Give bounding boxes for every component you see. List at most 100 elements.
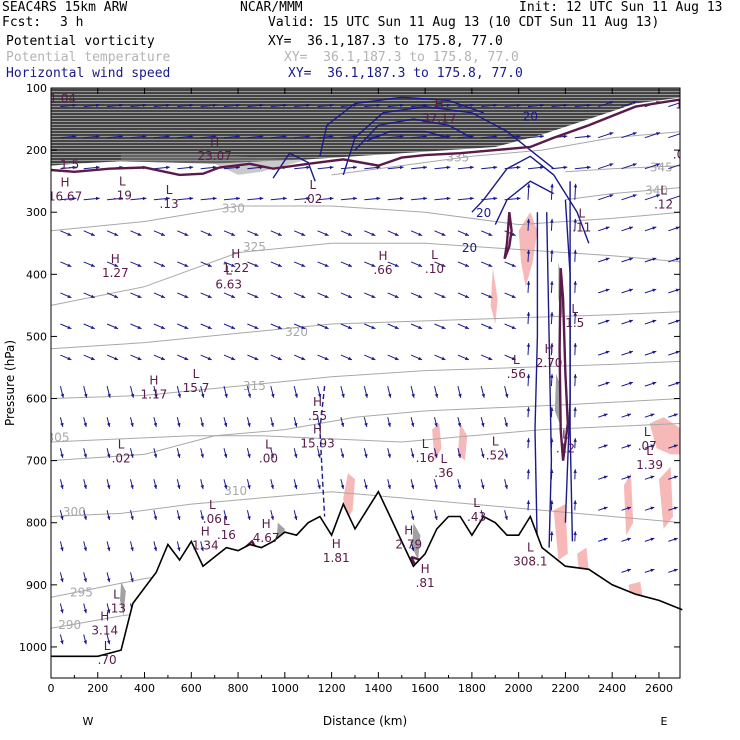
wind-arrowhead	[160, 356, 165, 360]
wind-arrowhead	[294, 422, 298, 427]
wind-arrowhead	[609, 101, 614, 105]
wind-arrowhead	[130, 454, 134, 458]
x-tick-label: 400	[134, 682, 155, 695]
wind-arrowhead	[434, 454, 438, 458]
wind-arrowhead	[353, 196, 357, 201]
wind-arrowhead	[95, 196, 100, 201]
wind-arrowhead	[526, 374, 531, 378]
wind-arrowhead	[177, 485, 181, 489]
wind-arrowhead	[411, 393, 415, 398]
wind-arrowhead	[573, 312, 577, 316]
wind-arrowhead	[464, 294, 469, 298]
fcst-label: Fcst:	[2, 15, 42, 30]
pv-extremum-value: 1.27	[102, 266, 129, 280]
wind-arrowhead	[411, 454, 415, 458]
wind-arrowhead	[184, 356, 189, 360]
pv-extremum-value: 1.5	[565, 316, 584, 330]
wind-arrowhead	[177, 516, 181, 520]
y-tick-label: 500	[26, 330, 47, 343]
wind-arrowhead	[324, 263, 329, 267]
wind-arrowhead	[114, 263, 119, 267]
wind-arrowhead	[656, 132, 661, 136]
wind-arrowhead	[247, 516, 251, 520]
wind-arrowhead	[231, 263, 236, 267]
wind-arrowhead	[153, 422, 158, 427]
wind-arrowhead	[201, 393, 205, 398]
wind-arrowhead	[675, 350, 680, 354]
wind-arrowhead	[464, 263, 469, 267]
wind-arrowhead	[511, 356, 516, 360]
wind-arrowhead	[457, 422, 462, 427]
wind-arrowhead	[153, 547, 158, 552]
wind-arrowhead	[107, 516, 111, 520]
wind-arrowhead	[95, 134, 100, 139]
wind-arrowhead	[207, 356, 212, 360]
wind-arrowhead	[481, 454, 485, 458]
wind-arrowhead	[236, 134, 240, 139]
wind-arrowhead	[650, 506, 655, 510]
pv-extremum-type: L	[440, 452, 447, 466]
wind-arrowhead	[376, 196, 381, 201]
wind-arrowhead	[603, 413, 608, 417]
wind-arrowhead	[470, 196, 474, 201]
wind-arrowhead	[511, 263, 516, 267]
wind-arrowhead	[72, 103, 77, 108]
init-label: Init: 12 UTC Sun 11 Aug 13	[519, 0, 723, 15]
x-tick-label: 2000	[505, 682, 533, 695]
wind-arrowhead	[573, 469, 577, 473]
x-tick-label: 800	[228, 682, 249, 695]
wind-arrow	[668, 164, 680, 170]
wind-arrowhead	[446, 103, 451, 108]
wind-arrowhead	[603, 506, 608, 510]
wind-arrowhead	[605, 288, 610, 292]
wind-arrowhead	[387, 485, 391, 489]
wind-arrowhead	[67, 356, 72, 360]
wind-arrowhead	[550, 343, 554, 347]
wind-arrowhead	[348, 356, 352, 360]
wind-arrowhead	[675, 288, 680, 292]
wind-arrowhead	[166, 165, 170, 170]
x-tick-label: 600	[181, 682, 202, 695]
wind-arrowhead	[177, 422, 181, 427]
wind-arrowhead	[353, 134, 357, 139]
wind-arrowhead	[301, 356, 306, 360]
wind-arrowhead	[160, 325, 165, 329]
wind-arrowhead	[394, 356, 399, 360]
wind-arrowhead	[605, 350, 610, 354]
wind-arrowhead	[207, 325, 212, 329]
wind-arrowhead	[236, 103, 240, 108]
wind-arrowhead	[511, 325, 516, 329]
wind-arrowhead	[329, 196, 334, 201]
wind-arrowhead	[673, 413, 678, 417]
wind-arrowhead	[177, 547, 181, 552]
wind-arrowhead	[83, 609, 87, 614]
pv-extremum-type: L	[422, 437, 429, 451]
wind-arrowhead	[212, 196, 217, 201]
pink-patch	[623, 473, 634, 536]
wind-arrowhead	[511, 232, 516, 236]
wind-arrowhead	[364, 393, 369, 398]
y-tick-label: 1000	[19, 641, 47, 654]
terrain	[51, 490, 683, 678]
pv-extremum-type: L	[209, 498, 216, 512]
x-axis-label: Distance (km)	[323, 714, 407, 728]
wind-arrowhead	[504, 422, 508, 427]
wind-arrowhead	[364, 454, 368, 458]
wind-arrowhead	[270, 516, 274, 520]
wind-arrowhead	[573, 500, 577, 504]
wind-arrowhead	[294, 454, 298, 458]
theta-label: 315	[243, 379, 266, 393]
pv-extremum-value: .02	[112, 452, 131, 466]
wind-arrowhead	[573, 183, 578, 188]
wind-arrowhead	[72, 134, 77, 139]
wind-arrowhead	[371, 263, 376, 267]
wind-arrowhead	[254, 356, 259, 360]
pv-extremum-type: L	[59, 77, 66, 91]
pink-patch	[649, 417, 680, 455]
wind-arrowhead	[423, 196, 427, 201]
pv-extremum-value: 6.63	[215, 278, 242, 292]
wind-arrowhead	[573, 531, 577, 536]
wind-arrowhead	[271, 393, 275, 398]
wind-arrowhead	[470, 103, 474, 108]
